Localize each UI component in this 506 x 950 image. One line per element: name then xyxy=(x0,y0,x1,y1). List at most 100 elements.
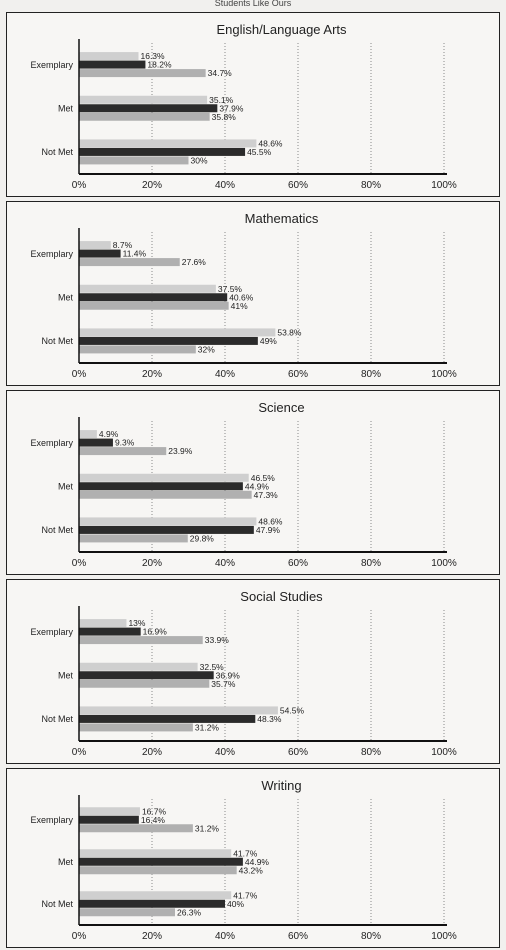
data-label: 31.2% xyxy=(195,823,220,833)
x-tick-label: 40% xyxy=(215,180,235,191)
bar xyxy=(79,908,175,917)
bar xyxy=(79,438,113,447)
data-label: 44.9% xyxy=(245,481,270,491)
data-label: 48.6% xyxy=(258,516,283,526)
data-label: 9.3% xyxy=(115,438,135,448)
x-tick-label: 80% xyxy=(361,558,381,569)
data-label: 43.2% xyxy=(239,865,264,875)
bar xyxy=(79,619,127,628)
data-label: 35.7% xyxy=(211,679,236,689)
data-label: 37.9% xyxy=(219,103,244,113)
x-tick-label: 100% xyxy=(431,558,457,569)
bar xyxy=(79,139,257,148)
x-tick-label: 0% xyxy=(72,180,87,191)
bar xyxy=(79,627,141,636)
x-tick-label: 100% xyxy=(431,369,457,380)
category-label: Not Met xyxy=(41,525,73,535)
x-tick-label: 80% xyxy=(361,931,381,942)
data-label: 35.8% xyxy=(212,112,237,122)
data-label: 48.6% xyxy=(258,138,283,148)
bar xyxy=(79,517,257,526)
bar xyxy=(79,706,278,715)
chart-panel-writing: Writing 0% 20% 40% 60% 80% 100% Exemplary 16.7% 1… xyxy=(6,768,500,948)
data-label: 47.3% xyxy=(254,490,279,500)
chart-panel-english: English/Language Arts 0% 20% 40% 60% 80% 100% E… xyxy=(6,12,500,197)
chart-panel-social-studies: Social Studies 0% 20% 40% 60% 80% 100% Exemplar… xyxy=(6,579,500,764)
x-tick-label: 60% xyxy=(288,558,308,569)
bar xyxy=(79,328,276,337)
category-label: Exemplary xyxy=(30,627,73,637)
x-tick-label: 80% xyxy=(361,180,381,191)
bar xyxy=(79,662,198,671)
bar xyxy=(79,714,256,723)
bar xyxy=(79,52,139,61)
category-label: Met xyxy=(58,293,74,303)
bar xyxy=(79,447,167,456)
category-label: Met xyxy=(58,857,74,867)
data-label: 16.3% xyxy=(140,51,165,61)
bar xyxy=(79,891,232,900)
data-label: 36.9% xyxy=(216,670,241,680)
bar xyxy=(79,525,254,534)
bar xyxy=(79,899,225,908)
bar xyxy=(79,815,139,824)
x-tick-label: 60% xyxy=(288,369,308,380)
x-tick-label: 100% xyxy=(431,931,457,942)
data-label: 4.9% xyxy=(99,429,119,439)
x-tick-label: 0% xyxy=(72,747,87,758)
x-tick-label: 100% xyxy=(431,180,457,191)
x-tick-label: 80% xyxy=(361,369,381,380)
bar xyxy=(79,849,232,858)
data-label: 26.3% xyxy=(177,907,202,917)
data-label: 27.6% xyxy=(182,257,207,267)
data-label: 53.8% xyxy=(277,327,302,337)
bar xyxy=(79,95,208,104)
bar xyxy=(79,636,203,645)
data-label: 40.6% xyxy=(229,292,254,302)
data-label: 13% xyxy=(128,618,145,628)
bar xyxy=(79,258,180,267)
x-tick-label: 40% xyxy=(215,558,235,569)
data-label: 44.9% xyxy=(245,857,270,867)
category-label: Exemplary xyxy=(30,438,73,448)
x-tick-label: 60% xyxy=(288,747,308,758)
data-label: 16.9% xyxy=(143,627,168,637)
x-tick-label: 0% xyxy=(72,931,87,942)
data-label: 34.7% xyxy=(208,68,233,78)
data-label: 45.5% xyxy=(247,147,272,157)
data-label: 54.5% xyxy=(280,705,305,715)
bar xyxy=(79,723,193,732)
chart-title: Mathematics xyxy=(245,211,319,226)
bar xyxy=(79,473,249,482)
category-label: Exemplary xyxy=(30,249,73,259)
bar xyxy=(79,490,252,499)
bar xyxy=(79,104,218,113)
bar xyxy=(79,336,258,345)
bar xyxy=(79,807,140,816)
category-label: Exemplary xyxy=(30,60,73,70)
category-label: Met xyxy=(58,104,74,114)
data-label: 48.3% xyxy=(257,714,282,724)
data-label: 11.4% xyxy=(123,249,147,259)
category-label: Met xyxy=(58,482,74,492)
bar xyxy=(79,147,246,156)
bar xyxy=(79,866,237,875)
x-tick-label: 40% xyxy=(215,931,235,942)
x-tick-label: 100% xyxy=(431,747,457,758)
bar xyxy=(79,534,188,543)
chart-title: Social Studies xyxy=(240,589,323,604)
data-label: 31.2% xyxy=(195,722,220,732)
bar xyxy=(79,824,193,833)
data-label: 23.9% xyxy=(168,446,193,456)
chart-title: Science xyxy=(258,400,304,415)
data-label: 30% xyxy=(191,155,208,165)
chart-title: English/Language Arts xyxy=(216,22,347,37)
x-tick-label: 0% xyxy=(72,558,87,569)
chart-svg: Mathematics 0% 20% 40% 60% 80% 100% Exemplary 8.… xyxy=(30,211,457,380)
data-label: 29.8% xyxy=(190,533,215,543)
data-label: 32.5% xyxy=(200,662,225,672)
bar xyxy=(79,156,189,165)
category-label: Not Met xyxy=(41,147,73,157)
data-label: 46.5% xyxy=(251,473,276,483)
x-tick-label: 20% xyxy=(142,931,162,942)
